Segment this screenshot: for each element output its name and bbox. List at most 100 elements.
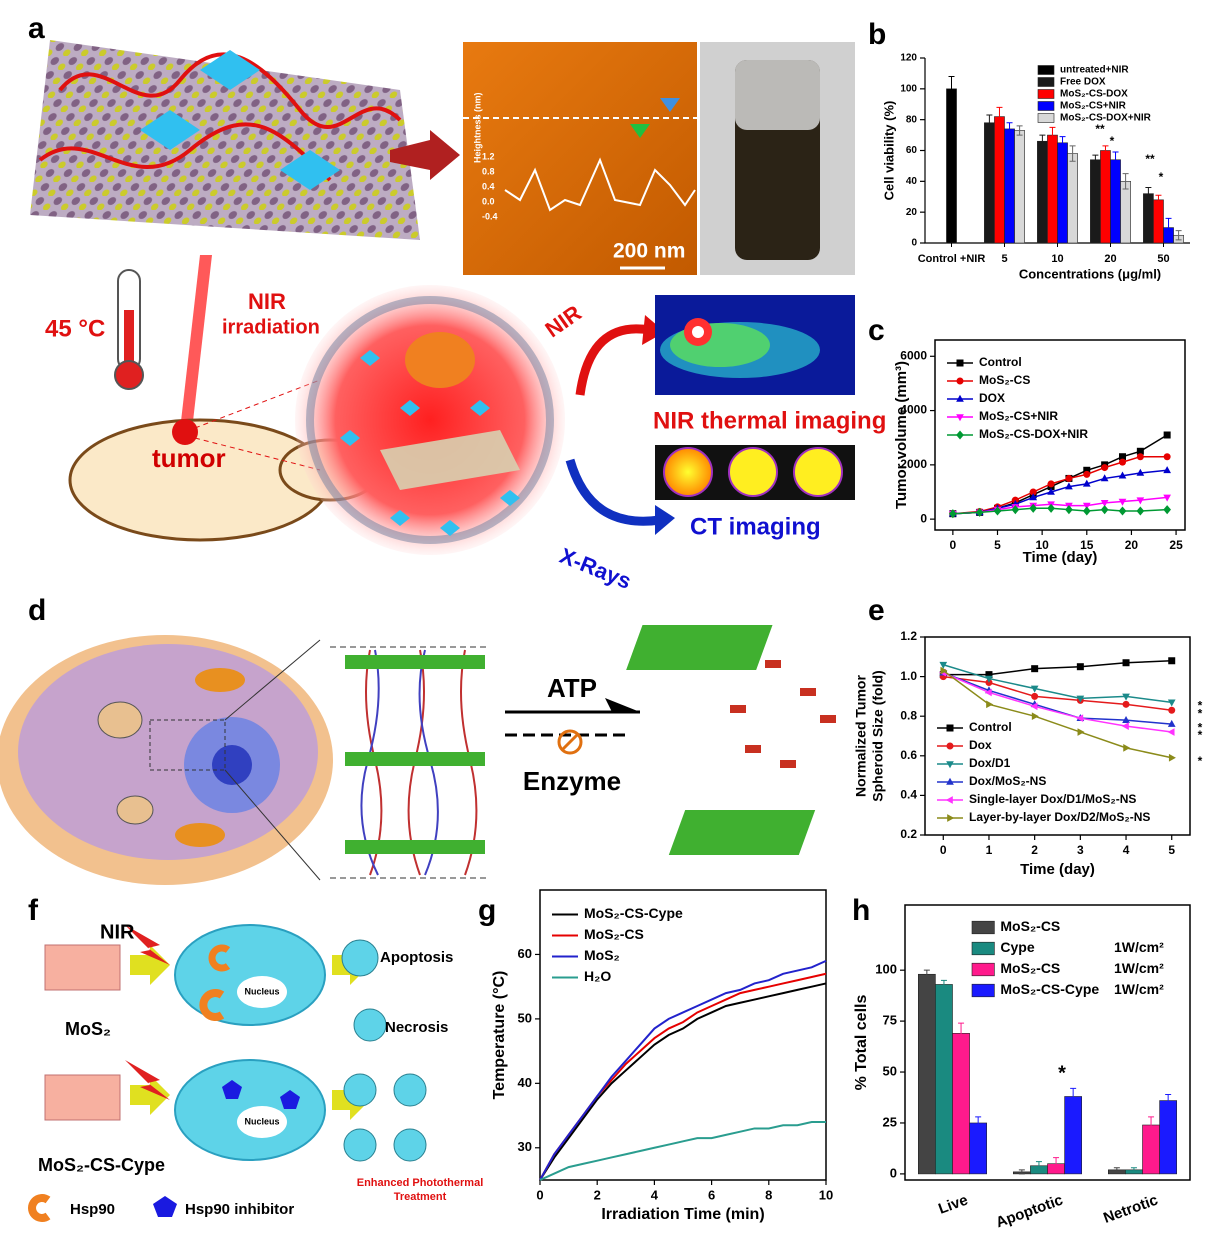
hsp90-label: Hsp90 — [70, 1201, 115, 1218]
marker — [1030, 702, 1038, 711]
x-tick-label: Apoptotic — [994, 1192, 1066, 1232]
panel-label: d — [28, 594, 46, 627]
significance: * — [1198, 728, 1203, 742]
bar — [935, 984, 953, 1175]
bar — [1037, 140, 1048, 244]
panel-d-art — [0, 625, 836, 885]
y-tick-label: 100 — [875, 962, 897, 977]
legend-marker — [956, 430, 964, 440]
data-line — [539, 1121, 826, 1181]
y-tick-label: 1.0 — [900, 669, 917, 683]
legend-marker — [945, 796, 953, 804]
significance: * — [1198, 720, 1203, 734]
bar — [969, 1122, 987, 1175]
y-tick-label: 80 — [906, 114, 918, 125]
x-tick-label: 5 — [1001, 253, 1007, 265]
legend-label: MoS₂-CS — [979, 373, 1030, 387]
marker — [1065, 474, 1073, 482]
marker — [1118, 498, 1127, 506]
scale-bar-label: 200 nm — [613, 240, 685, 263]
marker — [1121, 722, 1129, 730]
data-line — [943, 660, 1172, 676]
y-tick-label: 40 — [906, 176, 918, 187]
significance: * — [1198, 706, 1203, 720]
error-bar — [1175, 230, 1182, 241]
legend-note: 1W/cm² — [1114, 939, 1164, 955]
y-tick-label: 40 — [518, 1075, 532, 1090]
x-axis-label: Concentrations (μg/ml) — [1019, 266, 1161, 281]
marker — [1100, 500, 1109, 508]
x-tick-label: 0 — [536, 1187, 543, 1202]
legend-label: MoS₂-CS+NIR — [1060, 101, 1127, 112]
y-tick-label: 75 — [883, 1013, 897, 1028]
data-line — [942, 671, 1172, 733]
error-bar — [1018, 1169, 1025, 1175]
error-bar — [975, 1116, 982, 1130]
necrosis-label: Necrosis — [385, 1019, 448, 1036]
error-bar — [1016, 125, 1023, 136]
y-tick-label: 2000 — [900, 457, 927, 471]
marker — [1122, 693, 1130, 701]
nir-label: NIR — [248, 289, 286, 314]
legend-label: MoS₂-CS-DOX+NIR — [1060, 113, 1152, 124]
error-bar — [1130, 1167, 1137, 1173]
legend-swatch — [1037, 101, 1055, 111]
x-tick-label: 10 — [819, 1187, 833, 1202]
y-tick-label: 60 — [906, 145, 918, 156]
ct-label: CT imaging — [690, 513, 821, 540]
x-tick-label: 20 — [1104, 253, 1116, 265]
marker — [1065, 505, 1073, 515]
error-bar — [1006, 122, 1013, 136]
x-tick-label: Control +NIR — [918, 253, 986, 265]
marker — [1047, 503, 1055, 513]
nir-arrow-label: NIR — [540, 300, 585, 342]
enzyme-label: Enzyme — [523, 766, 621, 796]
legend-label: MoS₂-CS-Cype — [1000, 981, 1099, 997]
y-tick-label: 25 — [883, 1114, 897, 1129]
marker — [1168, 657, 1176, 665]
bar — [994, 116, 1005, 244]
error-bar — [1155, 194, 1162, 205]
x-tick-label: 25 — [1169, 538, 1183, 552]
marker — [1029, 493, 1038, 501]
marker — [1082, 479, 1091, 487]
legend-swatch — [971, 962, 995, 977]
marker — [1167, 699, 1176, 707]
x-tick-label: 50 — [1157, 253, 1169, 265]
data-line — [539, 959, 827, 1181]
marker — [1029, 488, 1037, 496]
bar — [1153, 199, 1164, 244]
data-line — [943, 664, 1172, 704]
marker — [1163, 453, 1171, 461]
marker — [1047, 487, 1055, 495]
y-tick-label: 0 — [890, 1165, 897, 1180]
significance: ** — [1145, 152, 1155, 166]
bar — [946, 88, 957, 244]
apoptosis-label: Apoptosis — [380, 949, 453, 966]
enhanced-label: Enhanced Photothermal — [357, 1177, 484, 1189]
data-line — [952, 469, 1168, 515]
afm-tick: 0.4 — [482, 181, 495, 191]
bar — [1014, 130, 1025, 244]
x-tick-label: 5 — [1168, 843, 1175, 857]
x-axis-label: Time (day) — [1023, 549, 1098, 566]
legend-label: Cype — [1000, 939, 1034, 955]
y-tick-label: 0.8 — [900, 708, 917, 722]
marker — [940, 666, 948, 675]
x-axis-label: Time (day) — [1020, 861, 1095, 878]
afm-ylabel: Heightness (nm) — [472, 92, 482, 163]
afm-tick: 0.8 — [482, 166, 495, 176]
marker — [1065, 482, 1073, 490]
marker — [1031, 712, 1039, 721]
legend-swatch — [971, 983, 995, 998]
legend-label: Dox/MoS₂-NS — [969, 774, 1046, 788]
y-tick-label: 50 — [518, 1010, 532, 1025]
legend-label: MoS₂-CS-Cype — [584, 905, 683, 921]
marker — [1083, 470, 1091, 478]
marker — [939, 661, 948, 669]
x-tick-label: 0 — [940, 843, 947, 857]
bar — [1057, 142, 1068, 244]
bar — [1110, 159, 1121, 244]
nucleus-label: Nucleus — [244, 1116, 279, 1126]
